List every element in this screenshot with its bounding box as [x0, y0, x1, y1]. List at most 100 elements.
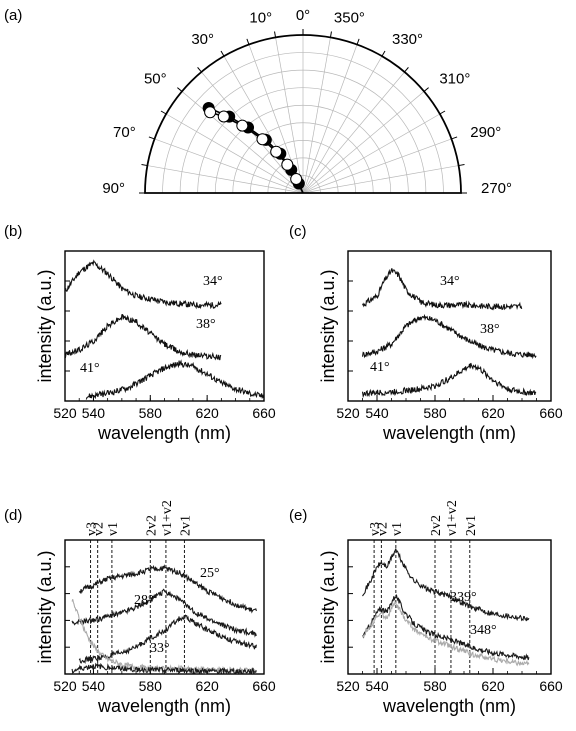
transition-label: 2v2 [144, 515, 159, 536]
panel-label-d: (d) [4, 507, 22, 524]
y-axis-label: intensity (a.u.) [35, 269, 55, 382]
x-tick-label: 620 [195, 405, 219, 421]
angle-annotation: 34° [203, 274, 223, 289]
x-axis-label: wavelength (nm) [382, 696, 516, 716]
spectrum-trace [361, 313, 537, 360]
transition-label: v3 [85, 522, 100, 536]
x-tick-label: 660 [252, 678, 276, 694]
angle-annotation: 38° [480, 322, 500, 337]
panel-label-b: (b) [4, 223, 22, 240]
polar-spoke [302, 71, 405, 194]
polar-angle-label: 330° [392, 31, 423, 48]
polar-spoke [302, 37, 331, 194]
polar-tick [274, 31, 277, 38]
transition-label: 2v1 [178, 515, 193, 536]
panel-label-e: (e) [289, 507, 307, 524]
x-tick-label: 520 [336, 678, 360, 694]
polar-spoke [302, 138, 452, 194]
polar-spoke [302, 44, 358, 194]
polar-tick [329, 31, 332, 38]
polar-spoke [147, 165, 304, 194]
x-axis-label: wavelength (nm) [382, 423, 516, 443]
polar-angle-label: 310° [439, 71, 470, 88]
transition-label: v1+v2 [160, 500, 175, 536]
polar-spoke [154, 138, 304, 194]
y-axis-label: intensity (a.u.) [318, 550, 338, 663]
spectrum-trace [71, 599, 257, 675]
polar-angle-label: 0° [296, 7, 310, 24]
panel-label-c: (c) [289, 223, 307, 240]
polar-spoke [302, 91, 425, 194]
polar-tick [404, 67, 409, 73]
transition-label: v1 [106, 522, 121, 536]
polar-angle-label: 290° [470, 124, 501, 141]
polar-tick [246, 38, 250, 45]
panel-b: (b) 520 540 580 620 660 wavelength (nm) intensi… [4, 223, 276, 443]
y-axis-label: intensity (a.u.) [35, 550, 55, 663]
spectrum-trace [78, 564, 257, 614]
x-tick-label: 660 [539, 678, 563, 694]
polar-tick [381, 50, 386, 57]
spectrum-trace [85, 359, 265, 400]
polar-tick [141, 164, 148, 167]
x-tick-label: 620 [481, 405, 505, 421]
y-axis-label: intensity (a.u.) [318, 269, 338, 382]
polar-angle-label: 90° [102, 180, 125, 197]
plot-frame [64, 250, 265, 402]
polar-tick [439, 110, 446, 115]
spectrum-trace [362, 594, 530, 661]
angle-annotation: 33° [150, 641, 170, 656]
spectrum-trace [362, 268, 523, 311]
polar-angle-label: 50° [144, 71, 167, 88]
transition-label: v3 [368, 522, 383, 536]
x-tick-label: 540 [365, 678, 389, 694]
polar-point-open [236, 119, 249, 132]
spectrum-trace [71, 588, 257, 638]
polar-spoke [165, 113, 304, 194]
polar-angle-label: 10° [249, 10, 272, 27]
polar-point-open [217, 110, 230, 123]
polar-angle-label: 70° [113, 124, 136, 141]
polar-angle-label: 350° [334, 10, 365, 27]
transition-label: v2 [92, 522, 107, 536]
spectrum-trace [78, 614, 257, 664]
x-tick-label: 540 [365, 405, 389, 421]
polar-spoke [302, 113, 441, 194]
polar-tick [451, 136, 458, 140]
polar-tick [160, 110, 167, 115]
x-tick-label: 660 [539, 405, 563, 421]
polar-spoke [302, 55, 383, 194]
polar-spoke [302, 165, 459, 194]
polar-tick [458, 164, 465, 167]
angle-annotation: 38° [196, 317, 216, 332]
panel-label-a: (a) [4, 7, 22, 24]
panel-c: (c) 520 540 580 620 660 wavelength (nm) intensi… [289, 223, 563, 443]
x-tick-label: 620 [195, 678, 219, 694]
transition-label: 2v1 [464, 515, 479, 536]
angle-annotation: 34° [440, 274, 460, 289]
x-tick-label: 580 [423, 405, 447, 421]
polar-angle-label: 270° [481, 180, 512, 197]
x-tick-label: 540 [82, 405, 106, 421]
x-tick-label: 580 [139, 405, 163, 421]
spectrum-trace [64, 313, 222, 361]
spectrum-trace [71, 662, 257, 676]
x-tick-label: 520 [53, 678, 77, 694]
polar-point-open [290, 173, 303, 186]
polar-tick [423, 87, 429, 92]
transition-label: v2 [375, 522, 390, 536]
angle-annotation: 348° [470, 623, 497, 638]
angle-annotation: 41° [80, 361, 100, 376]
angle-annotation: 28° [134, 593, 154, 608]
polar-tick [220, 50, 225, 57]
polar-tick [197, 67, 202, 73]
transition-label: 2v2 [429, 515, 444, 536]
polar-spoke [181, 91, 304, 194]
x-axis-label: wavelength (nm) [97, 423, 231, 443]
polar-point-open [204, 106, 217, 119]
panel-a: (a) 0° 10° 30° 50° 70° 90° 350° 330° 310° 290° 270° [4, 7, 512, 197]
x-tick-label: 620 [481, 678, 505, 694]
angle-annotation: 25° [200, 566, 220, 581]
polar-spoke [275, 37, 304, 194]
x-tick-label: 520 [336, 405, 360, 421]
